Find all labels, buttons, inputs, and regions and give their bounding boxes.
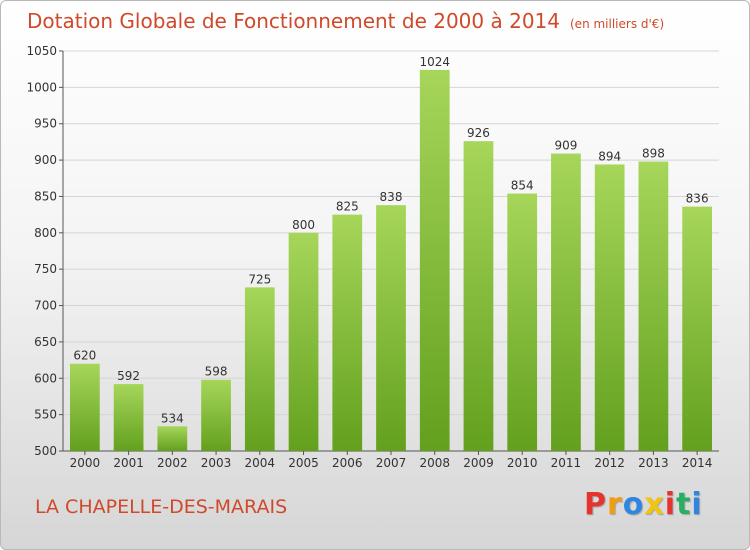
y-tick-label: 550 xyxy=(34,408,57,422)
x-tick-label: 2004 xyxy=(245,456,276,470)
bar xyxy=(288,232,319,451)
x-tick-label: 2001 xyxy=(113,456,144,470)
x-tick-label: 2010 xyxy=(507,456,538,470)
bar xyxy=(113,384,144,451)
data-label: 800 xyxy=(292,218,315,232)
x-tick-label: 2014 xyxy=(682,456,713,470)
x-tick-label: 2008 xyxy=(419,456,450,470)
y-tick-label: 500 xyxy=(34,444,57,458)
bar xyxy=(244,287,275,451)
x-tick-label: 2009 xyxy=(463,456,494,470)
data-label: 909 xyxy=(554,139,577,153)
data-label: 1024 xyxy=(419,55,450,69)
bar xyxy=(551,153,581,451)
y-tick-label: 950 xyxy=(34,117,57,131)
y-tick-label: 900 xyxy=(34,153,57,167)
unit-note: (en milliers d'€) xyxy=(570,17,665,31)
x-tick-label: 2006 xyxy=(332,456,363,470)
x-tick-label: 2000 xyxy=(70,456,101,470)
x-tick-label: 2011 xyxy=(551,456,582,470)
bars xyxy=(69,69,713,452)
bar xyxy=(682,206,713,451)
logo-letter: i xyxy=(664,487,677,522)
logo-letter: o xyxy=(622,487,645,522)
bar xyxy=(157,426,188,451)
data-label: 598 xyxy=(205,365,228,379)
data-label: 825 xyxy=(336,200,359,214)
x-tick-label: 2013 xyxy=(638,456,669,470)
logo-letter: i xyxy=(691,487,703,522)
bar xyxy=(507,193,538,451)
data-labels: 620 592 534 598 725 800 825 838 1024 926 854 909 894… xyxy=(73,55,708,425)
x-tick-label: 2007 xyxy=(376,456,407,470)
data-label: 534 xyxy=(161,411,184,425)
bar xyxy=(594,164,625,452)
data-label: 894 xyxy=(598,149,621,163)
data-label: 836 xyxy=(686,192,709,206)
y-tick-label: 600 xyxy=(34,371,57,385)
bar xyxy=(332,214,363,451)
bar xyxy=(69,363,100,451)
data-label: 725 xyxy=(248,272,271,286)
proxiti-logo[interactable]: Proxiti xyxy=(584,487,703,522)
x-tick-label: 2012 xyxy=(594,456,625,470)
x-tick-label: 2003 xyxy=(201,456,232,470)
y-tick-label: 850 xyxy=(34,189,57,203)
bar xyxy=(638,161,669,451)
y-tick-label: 800 xyxy=(34,226,57,240)
x-tick-label: 2002 xyxy=(157,456,188,470)
data-label: 838 xyxy=(380,190,403,204)
data-label: 592 xyxy=(117,369,140,383)
logo-letter: r xyxy=(607,487,623,522)
commune-name: LA CHAPELLE-DES-MARAIS xyxy=(35,496,288,518)
y-tick-label: 650 xyxy=(34,335,57,349)
y-tick-label: 1000 xyxy=(26,80,57,94)
data-label: 898 xyxy=(642,147,665,161)
y-tick-label: 700 xyxy=(34,299,57,313)
data-label: 926 xyxy=(467,126,490,140)
logo-letter: P xyxy=(584,487,607,522)
bar xyxy=(463,141,494,451)
y-tick-label: 1050 xyxy=(26,44,57,58)
bar xyxy=(201,379,231,451)
logo-letter: x xyxy=(644,487,665,522)
y-tick-label: 750 xyxy=(34,262,57,276)
bar xyxy=(376,205,406,451)
x-tick-label: 2005 xyxy=(288,456,319,470)
chart-title: Dotation Globale de Fonctionnement de 20… xyxy=(27,9,664,33)
data-label: 854 xyxy=(511,179,534,193)
data-label: 620 xyxy=(73,349,96,363)
logo-letter: t xyxy=(676,487,692,522)
bar xyxy=(419,69,450,451)
chart-title-text: Dotation Globale de Fonctionnement de 20… xyxy=(27,9,560,33)
